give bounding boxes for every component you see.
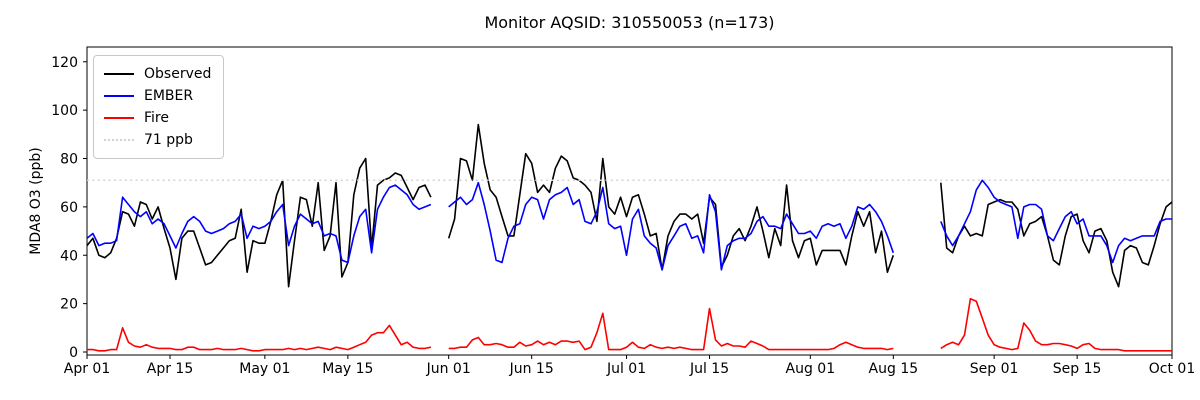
y-tick-label: 100 — [51, 103, 78, 119]
y-tick-label: 80 — [60, 152, 78, 168]
y-tick-label: 0 — [69, 345, 78, 361]
y-tick-label: 60 — [60, 200, 78, 216]
legend-item-ember: EMBER — [104, 85, 211, 107]
fire-line-sample — [104, 117, 134, 119]
x-tick-label: Jun 15 — [509, 361, 554, 377]
ember-line-sample — [104, 95, 134, 97]
ember-line — [86, 179, 1172, 271]
observed-line-sample — [104, 73, 134, 75]
y-tick-label: 120 — [51, 55, 78, 71]
legend-label-observed: Observed — [144, 66, 212, 82]
y-axis-label: MDA8 O3 (ppb) — [28, 147, 44, 255]
observed-line — [86, 123, 1173, 288]
legend-label-ember: EMBER — [144, 88, 194, 104]
x-tick-label: Jul 01 — [606, 361, 646, 377]
x-tick-label: Oct 01 — [1149, 361, 1195, 377]
legend-item-observed: Observed — [104, 63, 211, 85]
y-tick-label: 40 — [60, 248, 78, 264]
legend-label-threshold: 71 ppb — [144, 132, 193, 148]
x-tick-label: Jul 15 — [689, 361, 729, 377]
x-tick-label: Sep 01 — [970, 361, 1019, 377]
x-tick-label: Apr 01 — [64, 361, 110, 377]
x-tick-label: Aug 15 — [869, 361, 919, 377]
x-tick-label: May 15 — [322, 361, 373, 377]
legend-item-fire: Fire — [104, 107, 211, 129]
x-tick-label: Aug 01 — [786, 361, 836, 377]
threshold-line-sample — [104, 139, 134, 141]
x-tick-label: Jun 01 — [426, 361, 471, 377]
chart-title: Monitor AQSID: 310550053 (n=173) — [484, 13, 775, 32]
plot-frame — [86, 46, 1173, 356]
legend-item-threshold: 71 ppb — [104, 129, 211, 151]
legend: Observed EMBER Fire 71 ppb — [93, 55, 225, 159]
x-tick-label: May 01 — [239, 361, 290, 377]
fire-line — [87, 298, 1172, 352]
legend-label-fire: Fire — [144, 110, 169, 126]
x-tick-label: Sep 15 — [1053, 361, 1102, 377]
y-tick-label: 20 — [60, 297, 78, 313]
x-tick-label: Apr 15 — [147, 361, 193, 377]
